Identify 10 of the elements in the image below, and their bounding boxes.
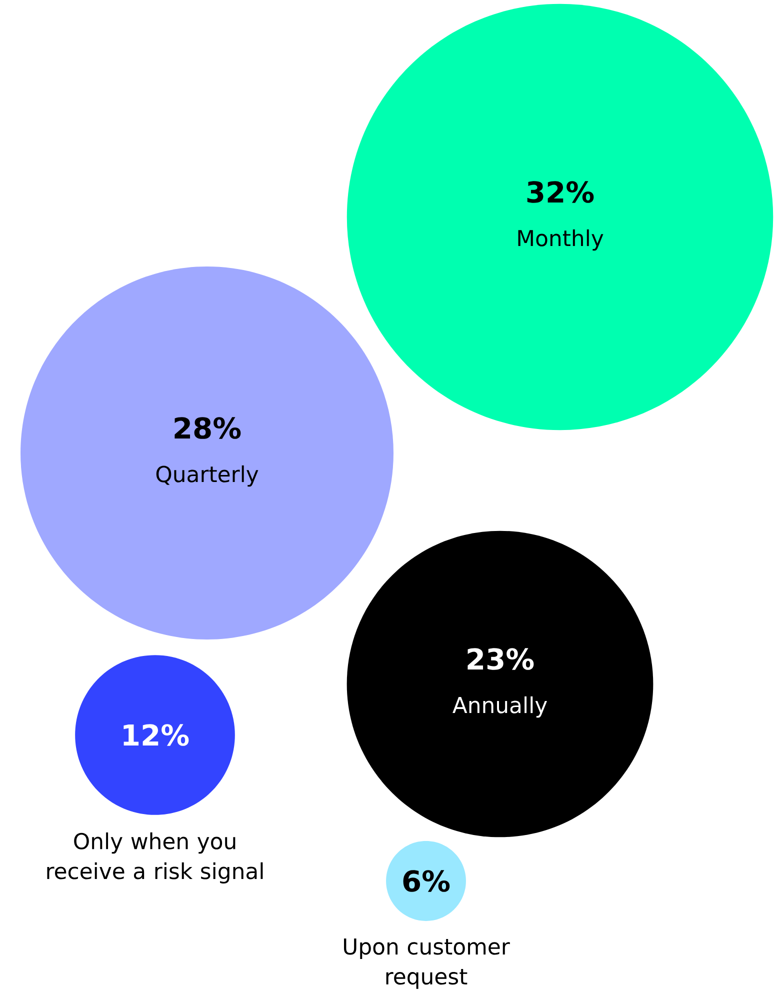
category-label: Only when you receive a risk signal bbox=[47, 832, 263, 884]
category-label: Quarterly bbox=[156, 465, 258, 487]
data-label: 12% bbox=[124, 724, 189, 746]
data-label: 28% bbox=[174, 417, 241, 439]
data-label: 23% bbox=[468, 648, 534, 670]
data-label: 6% bbox=[403, 870, 450, 892]
category-label: Monthly bbox=[518, 229, 604, 251]
category-label: Annually bbox=[452, 696, 548, 718]
data-label: 32% bbox=[527, 181, 594, 203]
category-label: Upon customer request bbox=[344, 938, 510, 989]
